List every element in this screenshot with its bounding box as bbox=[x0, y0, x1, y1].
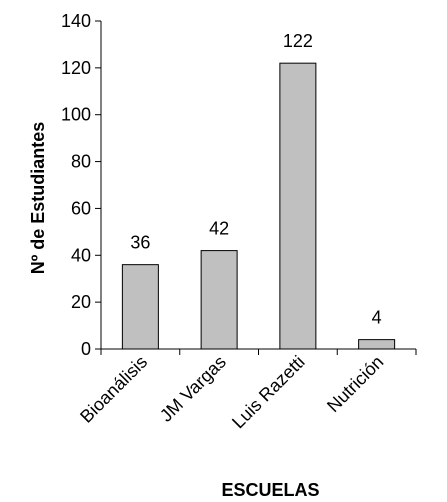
data-label: 122 bbox=[283, 31, 313, 51]
y-tick-label: 40 bbox=[71, 245, 91, 265]
y-tick-label: 100 bbox=[61, 105, 91, 125]
x-category-label: Bioanálisis bbox=[76, 352, 151, 427]
x-axis-title: ESCUELAS bbox=[221, 480, 319, 500]
data-labels: 36 42 122 4 bbox=[130, 31, 381, 327]
x-category-label: JM Vargas bbox=[156, 352, 230, 426]
bar bbox=[200, 250, 238, 350]
x-category-label: Luis Razetti bbox=[228, 352, 309, 433]
y-tick-label: 20 bbox=[71, 292, 91, 312]
data-label: 4 bbox=[372, 308, 382, 328]
y-tick-label: 140 bbox=[61, 11, 91, 31]
x-axis-ticks bbox=[100, 349, 417, 355]
bar bbox=[279, 62, 317, 350]
x-category-label: Nutrición bbox=[323, 352, 387, 416]
bars bbox=[121, 62, 396, 350]
bar bbox=[358, 339, 396, 350]
data-label: 42 bbox=[209, 219, 229, 239]
y-tick-label: 60 bbox=[71, 198, 91, 218]
bar bbox=[121, 264, 159, 350]
y-tick-label: 0 bbox=[81, 339, 91, 359]
y-tick-label: 80 bbox=[71, 152, 91, 172]
y-axis-title: Nº de Estudiantes bbox=[28, 122, 48, 275]
y-axis-ticks: 0 20 40 60 80 100 120 140 bbox=[61, 11, 101, 359]
data-label: 36 bbox=[130, 233, 150, 253]
y-tick-label: 120 bbox=[61, 58, 91, 78]
